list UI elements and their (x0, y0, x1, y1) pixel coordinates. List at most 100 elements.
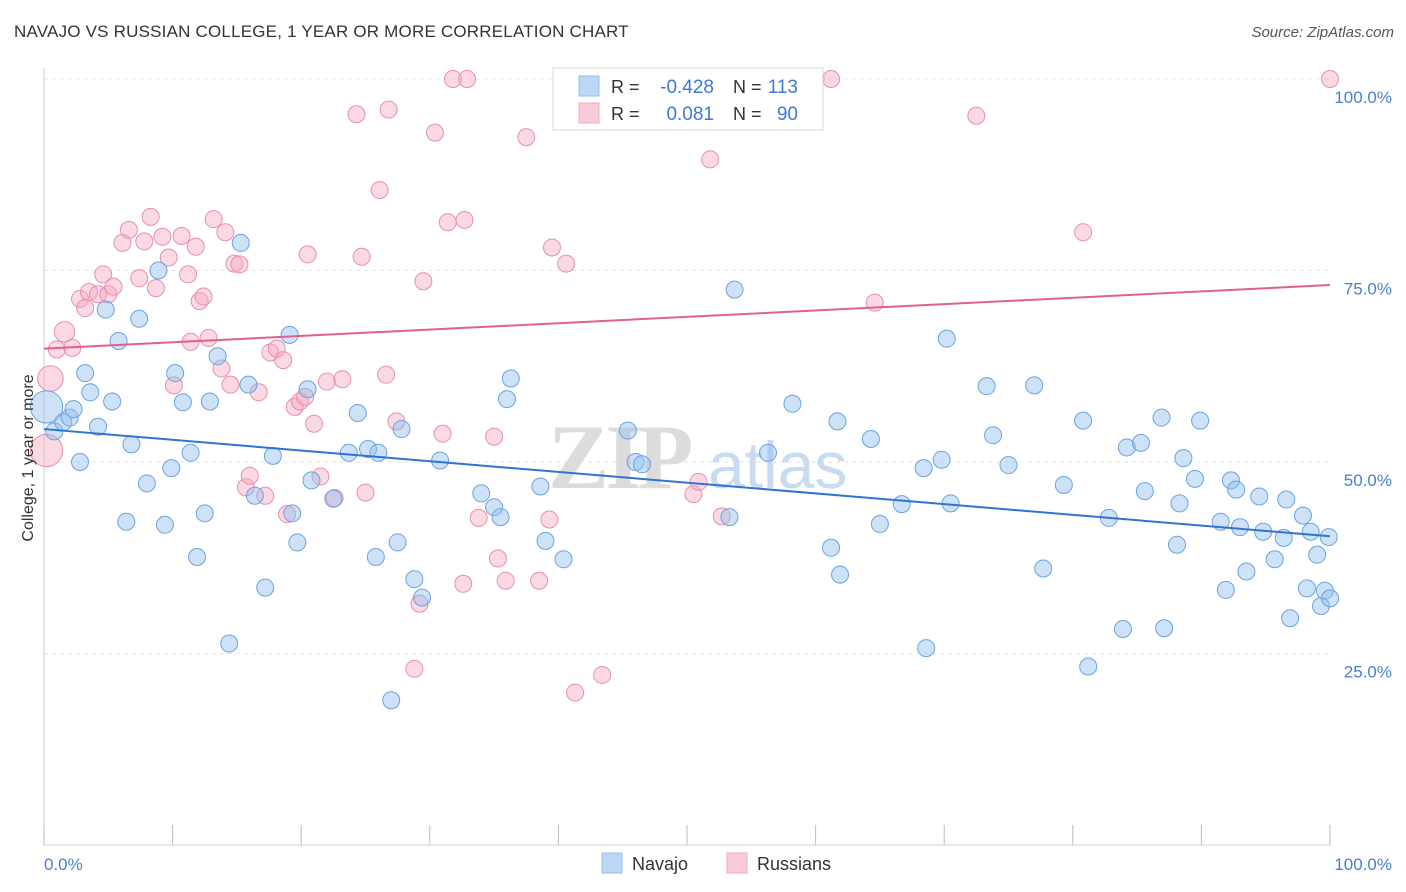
data-point-russians (379, 100, 398, 119)
data-point-russians (405, 659, 424, 678)
data-point-navajo (1293, 506, 1312, 525)
data-point-russians (438, 213, 457, 232)
data-point-navajo (1191, 411, 1210, 430)
data-point-navajo (256, 578, 275, 597)
data-point-navajo (1185, 469, 1204, 488)
legend-label-navajo: Navajo (632, 854, 688, 874)
data-point-navajo (501, 369, 520, 388)
data-point-navajo (1152, 408, 1171, 427)
data-point-russians (179, 265, 198, 284)
data-point-russians (47, 340, 66, 359)
data-point-russians (94, 265, 113, 284)
data-point-navajo (263, 446, 282, 465)
data-point-navajo (1281, 609, 1300, 628)
data-point-russians (822, 70, 841, 88)
data-point-russians (186, 237, 205, 256)
stats-r-label-navajo: R = (611, 77, 640, 97)
data-point-navajo (200, 392, 219, 411)
data-point-russians (352, 247, 371, 266)
data-point-navajo (1135, 482, 1154, 501)
data-point-russians (230, 255, 249, 274)
data-point-navajo (149, 261, 168, 280)
source-credit: Source: ZipAtlas.com (1251, 24, 1394, 41)
data-point-russians (146, 279, 165, 298)
data-point-navajo (531, 477, 550, 496)
data-point-navajo (155, 515, 174, 534)
data-point-navajo (759, 443, 778, 462)
data-point-russians (557, 254, 576, 273)
data-point-russians (414, 272, 433, 291)
watermark-zip: ZIP (548, 406, 691, 508)
trend-line-russians (43, 284, 1331, 350)
y-tick-label: 75.0% (1344, 280, 1392, 299)
data-point-navajo (725, 280, 744, 299)
data-point-russians (256, 486, 275, 505)
data-point-navajo (431, 451, 450, 470)
data-point-russians (274, 351, 293, 370)
data-point-navajo (1025, 376, 1044, 395)
data-point-navajo (137, 474, 156, 493)
data-point-navajo (181, 443, 200, 462)
data-point-navajo (828, 412, 847, 431)
data-point-navajo (485, 498, 504, 517)
data-point-navajo (1250, 487, 1269, 506)
data-point-navajo (1321, 589, 1339, 608)
data-point-russians (1321, 70, 1339, 88)
data-point-russians (216, 223, 235, 242)
data-point-navajo (388, 533, 407, 552)
data-point-russians (356, 483, 375, 502)
data-point-navajo (103, 392, 122, 411)
data-point-russians (53, 321, 76, 343)
data-point-russians (76, 299, 95, 318)
data-point-navajo (1074, 411, 1093, 430)
data-point-russians (249, 383, 268, 402)
data-point-russians (540, 510, 559, 529)
stats-r-label-russians: R = (611, 104, 640, 124)
stats-swatch-navajo (578, 75, 600, 97)
data-point-russians (347, 105, 366, 124)
stats-n-label-navajo: N = (733, 77, 762, 97)
data-point-navajo (1230, 518, 1249, 537)
data-point-russians (141, 207, 160, 226)
data-point-russians (517, 128, 536, 147)
data-point-navajo (632, 455, 651, 474)
data-point-navajo (366, 547, 385, 566)
data-point-navajo (1308, 545, 1327, 564)
data-point-navajo (1216, 580, 1235, 599)
watermark: ZIP atlas (548, 406, 847, 508)
data-point-navajo (491, 508, 510, 527)
data-point-navajo (917, 639, 936, 658)
data-point-navajo (892, 495, 911, 514)
x-axis-ticks (43, 825, 1331, 845)
data-point-russians (221, 375, 240, 394)
data-point-navajo (29, 390, 64, 424)
trend-line-navajo (43, 428, 1331, 538)
data-point-russians (689, 472, 708, 491)
data-point-navajo (117, 512, 136, 531)
y-tick-label: 25.0% (1344, 663, 1392, 682)
series-points-russians (29, 70, 1339, 702)
stats-legend-box: R = -0.428 N = 113 R = 0.081 N = 90 (552, 67, 824, 131)
data-point-russians (542, 238, 561, 257)
gridlines (44, 78, 1330, 654)
data-point-russians (267, 339, 286, 358)
data-point-navajo (302, 471, 321, 490)
y-axis-tick-labels: 25.0% 50.0% 75.0% 100.0% (1334, 88, 1392, 682)
data-point-navajo (76, 364, 95, 383)
data-point-navajo (231, 233, 250, 252)
stats-swatch-russians (578, 102, 600, 124)
data-point-navajo (1170, 494, 1189, 513)
y-tick-label: 50.0% (1344, 471, 1392, 490)
data-point-navajo (937, 329, 956, 348)
data-point-russians (967, 106, 986, 125)
data-point-russians (377, 365, 396, 384)
data-point-navajo (208, 347, 227, 366)
data-point-navajo (382, 691, 401, 710)
data-point-navajo (1237, 562, 1256, 581)
data-point-russians (425, 123, 444, 142)
data-point-navajo (122, 435, 141, 454)
data-point-russians (240, 466, 259, 485)
legend: Navajo Russians (601, 852, 831, 874)
data-point-navajo (783, 394, 802, 413)
